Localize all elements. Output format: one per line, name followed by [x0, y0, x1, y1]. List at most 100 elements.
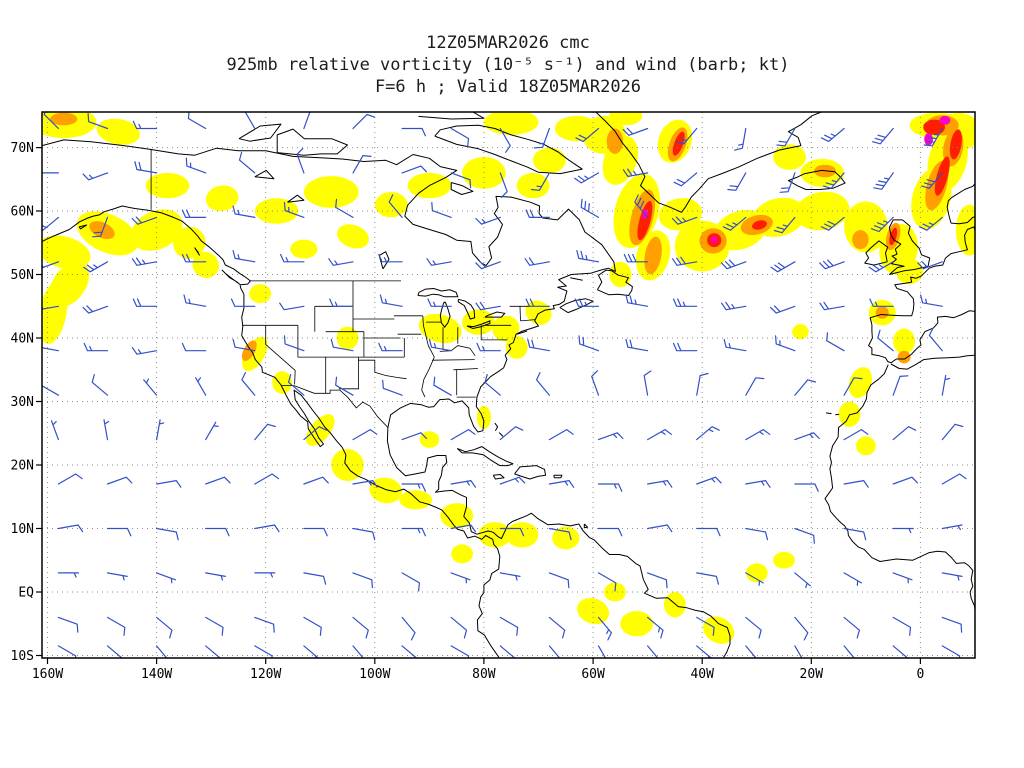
wind-barb: [156, 616, 173, 639]
wind-barb: [574, 298, 600, 307]
wind-barb: [254, 572, 276, 578]
wind-barb: [132, 120, 158, 130]
wind-barb: [673, 172, 698, 187]
wind-barb: [42, 170, 59, 174]
vorticity-blob-yellow: [658, 198, 703, 231]
wind-barb: [892, 476, 919, 485]
wind-barb: [770, 261, 796, 273]
coastline-path: [194, 247, 201, 256]
wind-barb: [106, 616, 126, 636]
wind-barb: [870, 216, 894, 233]
coastline-path: [221, 269, 240, 285]
wind-barb: [643, 370, 652, 396]
wind-barb: [696, 527, 721, 537]
coastline-path: [42, 139, 731, 658]
wind-barb: [920, 294, 943, 307]
political-border: [519, 306, 521, 321]
wind-barb: [892, 616, 912, 636]
wind-barb: [525, 298, 550, 307]
coastline-path: [434, 124, 583, 175]
vorticity-blob-yellow: [42, 235, 91, 270]
wind-barb: [205, 616, 224, 636]
lat-tick-label: 10S: [11, 649, 34, 664]
vorticity-blob-yellow: [516, 172, 550, 199]
wind-barb: [843, 572, 862, 586]
political-border: [432, 359, 475, 361]
wind-barb: [820, 216, 845, 231]
vorticity-blob-yellow: [130, 209, 183, 251]
vorticity-blob-yellow: [272, 371, 292, 394]
coastline-path: [418, 112, 485, 120]
vorticity-blob-orange: [606, 128, 624, 154]
vorticity-blob-yellow: [577, 597, 610, 625]
wind-barb: [87, 113, 109, 130]
wind-barb: [576, 250, 600, 263]
wind-barb: [352, 429, 378, 441]
wind-barb: [328, 258, 354, 266]
wind-barb: [634, 194, 649, 218]
vorticity-blob-red: [637, 200, 653, 241]
vorticity-blob-yellow: [664, 592, 686, 618]
political-border: [421, 315, 435, 398]
wind-barb: [720, 259, 747, 270]
wind-barb: [352, 113, 376, 130]
coastline-path: [787, 169, 846, 190]
wind-barb: [647, 524, 673, 533]
wind-barb: [794, 572, 811, 588]
wind-barb: [476, 342, 501, 352]
coastline-path: [276, 128, 348, 156]
coastline-path: [254, 169, 275, 180]
wind-barb: [534, 127, 550, 149]
wind-barb: [57, 645, 77, 658]
vorticity-blob-yellow: [337, 224, 369, 249]
coastline-path: [378, 251, 390, 270]
vorticity-blob-yellow: [505, 522, 539, 548]
wind-barb: [238, 151, 256, 174]
wind-barb: [329, 298, 354, 307]
wind-barb: [303, 527, 328, 537]
wind-barb: [745, 480, 771, 488]
wind-barb: [892, 645, 909, 658]
wind-barb: [352, 616, 369, 639]
wind-barb: [723, 338, 747, 352]
wind-barb: [921, 172, 943, 189]
wind-barb: [794, 432, 820, 441]
wind-barb: [42, 347, 59, 352]
vorticity-blob-red: [752, 220, 767, 230]
vorticity-blob-yellow: [249, 284, 272, 304]
vorticity-blob-orange: [644, 236, 662, 275]
wind-barb: [499, 172, 508, 198]
wind-barb: [378, 253, 403, 263]
wind-barb: [106, 527, 132, 537]
wind-barb: [524, 257, 550, 266]
wind-barb: [869, 298, 894, 307]
vorticity-blob-yellow: [369, 477, 403, 504]
vorticity-blob-yellow: [703, 616, 735, 644]
wind-barb: [43, 112, 59, 130]
wind-barb: [548, 480, 575, 488]
coastline-path: [492, 474, 505, 480]
wind-barb: [696, 616, 715, 636]
vorticity-blob-yellow: [242, 336, 268, 372]
wind-barb: [106, 572, 128, 581]
wind-barb: [770, 305, 796, 314]
wind-barb: [647, 645, 659, 658]
coastline-path: [517, 330, 528, 335]
wind-barb: [917, 260, 943, 270]
wind-barb: [303, 616, 322, 636]
wind-barb: [548, 645, 561, 658]
wind-barb: [230, 298, 256, 307]
wind-barb: [57, 524, 84, 533]
lat-tick-label: 40N: [11, 332, 34, 347]
lon-tick-label: 60W: [581, 667, 605, 682]
vorticity-blob-yellow: [773, 551, 795, 569]
political-border: [281, 385, 389, 428]
lon-tick-label: 0: [916, 667, 924, 682]
vorticity-blob-yellow: [418, 313, 462, 344]
wind-barb: [696, 645, 713, 658]
wind-barb: [475, 260, 501, 270]
wind-barb: [819, 301, 845, 311]
political-border: [358, 359, 376, 373]
lon-tick-label: 20W: [800, 667, 824, 682]
